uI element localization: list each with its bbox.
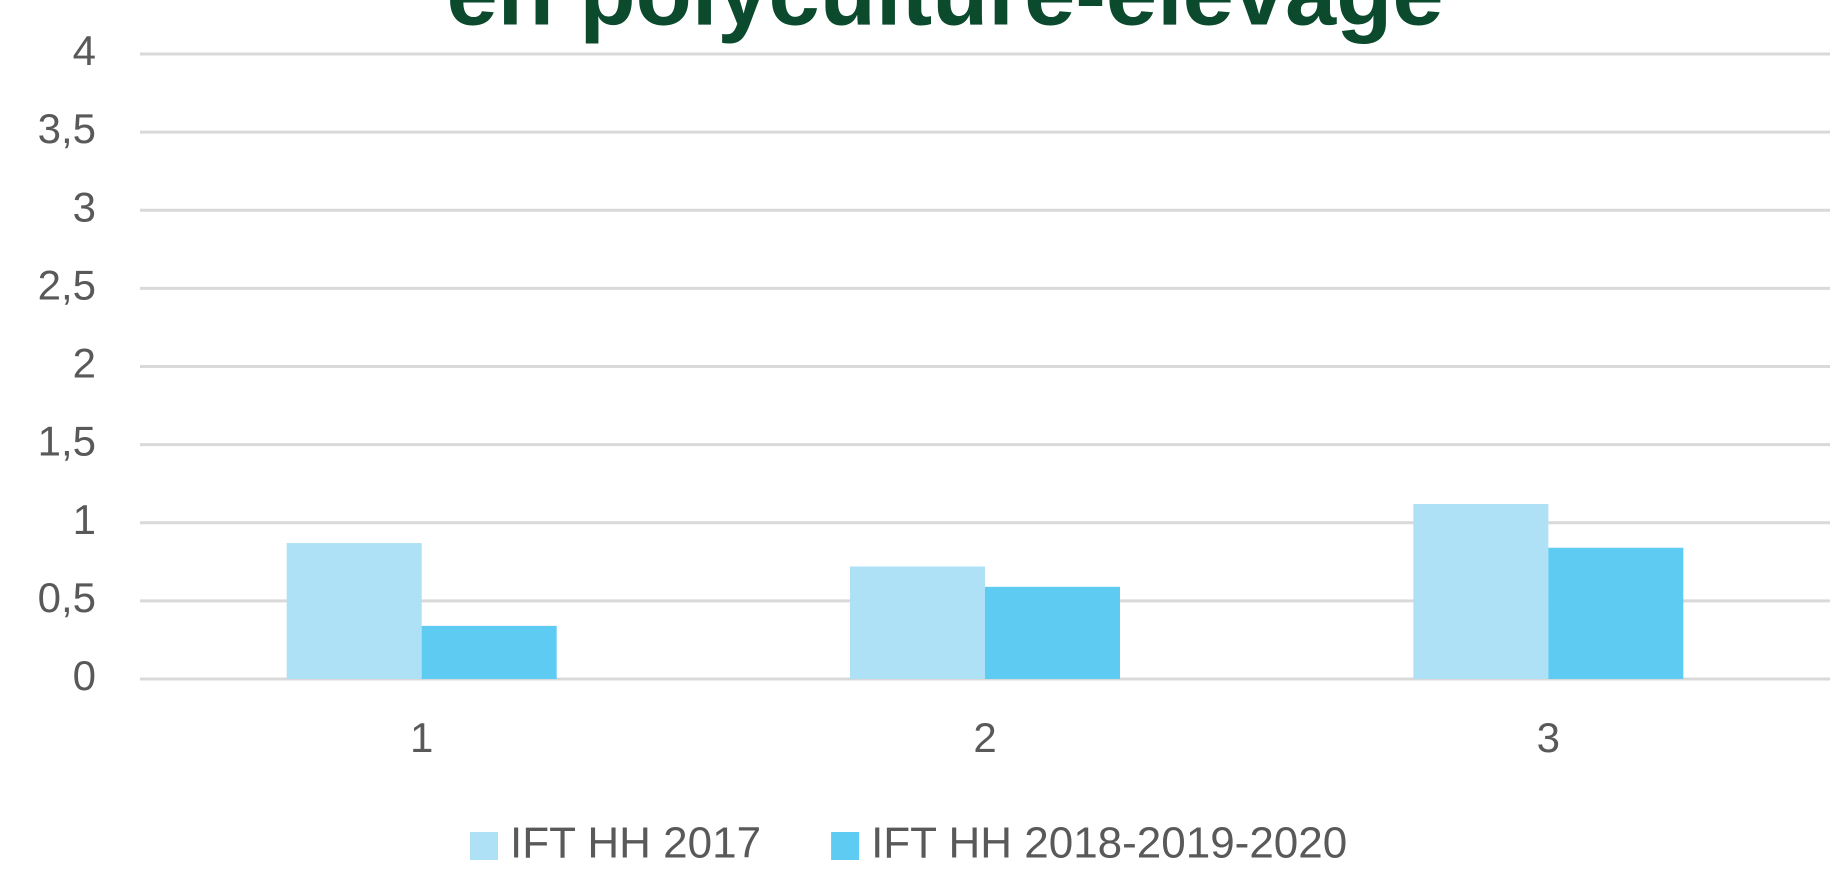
legend-swatch <box>470 832 498 860</box>
bar <box>286 543 422 679</box>
bar <box>1548 547 1684 679</box>
legend-label: IFT HH 2018-2019-2020 <box>871 819 1347 868</box>
y-tick-label: 0 <box>73 652 96 699</box>
x-tick-label: 2 <box>973 714 996 761</box>
y-tick-label: 1,5 <box>38 418 96 465</box>
legend-label: IFT HH 2017 <box>510 819 761 868</box>
x-tick-label: 3 <box>1537 714 1560 761</box>
y-tick-label: 2,5 <box>38 261 96 308</box>
y-tick-label: 3,5 <box>38 105 96 152</box>
bar <box>1413 504 1549 679</box>
bar <box>985 586 1120 679</box>
chart-title: en polyculture-élevage <box>447 0 1444 44</box>
y-tick-label: 1 <box>73 496 96 543</box>
y-tick-label: 0,5 <box>38 574 96 621</box>
y-tick-label: 4 <box>73 27 96 74</box>
y-tick-label: 3 <box>73 183 96 230</box>
bar <box>421 625 557 679</box>
legend-swatch <box>831 832 860 860</box>
y-tick-label: 2 <box>73 340 96 387</box>
x-tick-label: 1 <box>410 714 433 761</box>
bar <box>850 566 985 679</box>
